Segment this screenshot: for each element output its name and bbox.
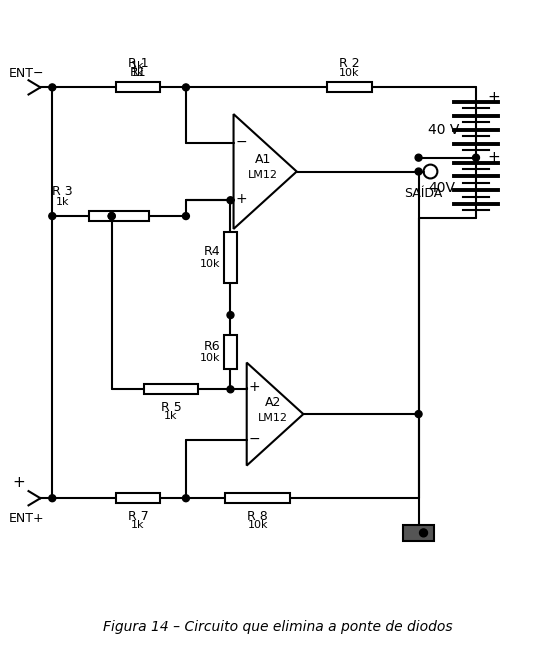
Text: ENT−: ENT− [9, 67, 44, 80]
Text: A1: A1 [255, 153, 271, 166]
Bar [117, 83, 159, 92]
Text: SAÍDA: SAÍDA [405, 187, 443, 201]
Circle shape [183, 495, 189, 502]
Text: 40V: 40V [428, 181, 456, 195]
Circle shape [49, 495, 56, 502]
Text: −: − [236, 135, 248, 149]
FancyBboxPatch shape [403, 525, 435, 541]
Text: 1k: 1k [164, 411, 178, 421]
Text: R 8: R 8 [248, 510, 268, 523]
Text: −: − [249, 432, 260, 446]
Text: R1: R1 [130, 66, 146, 79]
Circle shape [227, 386, 234, 393]
Circle shape [183, 213, 189, 219]
Text: +: + [487, 150, 500, 165]
Bar [117, 493, 159, 503]
Text: ENT+: ENT+ [9, 512, 44, 525]
Text: Figura 14 – Circuito que elimina a ponte de diodos: Figura 14 – Circuito que elimina a ponte… [103, 620, 453, 634]
Text: 10k: 10k [248, 520, 268, 530]
Circle shape [415, 168, 422, 175]
Text: +: + [249, 381, 260, 394]
Circle shape [415, 154, 422, 161]
Text: LM12: LM12 [258, 413, 288, 423]
Circle shape [420, 529, 427, 537]
Text: +: + [487, 90, 500, 104]
Bar [225, 493, 290, 503]
Text: R6: R6 [204, 340, 220, 353]
Bar [144, 384, 198, 394]
Bar [224, 232, 238, 284]
Text: LM12: LM12 [248, 170, 278, 181]
Text: 40 V: 40 V [428, 123, 460, 137]
Text: 1k: 1k [131, 68, 145, 79]
Circle shape [227, 312, 234, 319]
Circle shape [108, 213, 115, 219]
Circle shape [49, 213, 56, 219]
Text: R 5: R 5 [161, 401, 181, 414]
Text: 1k: 1k [131, 61, 145, 70]
Bar [224, 335, 238, 369]
Circle shape [49, 84, 56, 91]
Text: +: + [12, 475, 25, 490]
Text: 1k: 1k [56, 197, 69, 207]
Text: 10k: 10k [200, 353, 220, 363]
Text: R 2: R 2 [339, 57, 360, 70]
Text: 10k: 10k [339, 68, 360, 79]
Text: R4: R4 [204, 245, 220, 258]
Circle shape [108, 213, 115, 219]
Bar [89, 211, 149, 221]
Bar [327, 83, 371, 92]
Text: R 3: R 3 [52, 185, 73, 198]
Text: A2: A2 [265, 395, 281, 409]
Circle shape [415, 411, 422, 417]
Text: R 7: R 7 [128, 510, 148, 523]
Circle shape [472, 154, 480, 161]
Text: R 1: R 1 [128, 57, 148, 70]
Text: +: + [236, 192, 248, 206]
Circle shape [227, 197, 234, 204]
Text: 1k: 1k [131, 520, 145, 530]
Text: 10k: 10k [200, 259, 220, 268]
Circle shape [183, 84, 189, 91]
